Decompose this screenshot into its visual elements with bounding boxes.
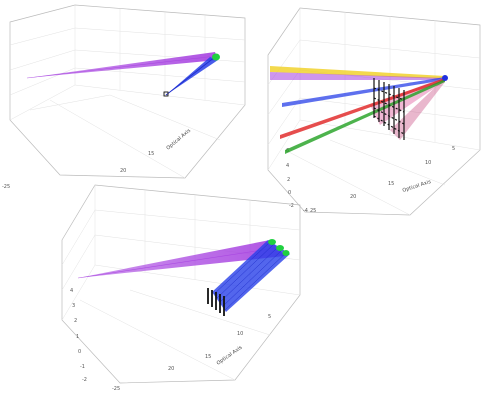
- optical-axis-tick: 15: [388, 181, 394, 187]
- vertical-tick: -1: [80, 364, 85, 370]
- panel-bottom: 4 3 2 1 0 -1 -2 -25 20 15 10 5 Optical A…: [61, 184, 301, 392]
- vertical-tick: 3: [72, 303, 75, 309]
- beam-violet: [77, 240, 285, 279]
- optical-axis-tick: 20: [350, 194, 356, 200]
- beam-darkgreen: [285, 79, 445, 154]
- vertical-tick: 4: [286, 163, 289, 169]
- focus-green: [268, 239, 290, 256]
- beam-violet: [26, 52, 218, 79]
- optical-axis-tick: 25: [310, 208, 316, 214]
- optical-axis-tick: 10: [237, 331, 243, 337]
- vertical-tick: 2: [287, 177, 290, 183]
- optical-axis-tick: 15: [148, 151, 154, 157]
- vertical-tick: 4: [70, 288, 73, 294]
- optical-axis-label: Optical Axis: [402, 179, 432, 194]
- grating: [207, 288, 225, 316]
- panel-top-left: -25 20 15 Optical Axis: [2, 4, 246, 190]
- vertical-tick: 2: [74, 318, 77, 324]
- beam-blue: [212, 240, 290, 312]
- optical-axis-tick: -25: [112, 386, 120, 392]
- grating-array: [373, 78, 405, 140]
- beam-blue: [282, 77, 445, 107]
- optical-axis-tick: 5: [452, 146, 455, 152]
- optical-axis-label: Optical Axis: [165, 128, 192, 152]
- optical-axis-tick: 10: [425, 160, 431, 166]
- optical-axis-tick: 20: [168, 366, 174, 372]
- beam-violet: [270, 72, 445, 80]
- beam-yellow: [270, 66, 445, 79]
- optical-axis-tick: 5: [268, 314, 271, 320]
- vertical-tick: -4: [303, 208, 308, 214]
- vertical-tick: -2: [82, 377, 87, 383]
- optical-axis-tick: 15: [205, 354, 211, 360]
- vertical-tick: 1: [76, 334, 79, 340]
- vertical-tick: 0: [288, 190, 291, 196]
- vertical-tick: -25: [2, 184, 10, 190]
- axes-box: [61, 184, 301, 384]
- grating: [163, 91, 169, 97]
- panel-top-right: 6 4 2 0 -2 -4 25 20 15 10 5 Optical Axis: [267, 7, 481, 216]
- focus-green: [212, 53, 220, 61]
- vertical-tick: -2: [289, 203, 294, 209]
- vertical-tick: 0: [78, 349, 81, 355]
- optical-axis-tick: 20: [120, 168, 126, 174]
- axes-box: [267, 7, 481, 216]
- axes-box: [9, 4, 246, 179]
- optical-axis-label: Optical Axis: [216, 345, 244, 367]
- beam-blue: [165, 56, 218, 96]
- focus-blue: [442, 75, 448, 81]
